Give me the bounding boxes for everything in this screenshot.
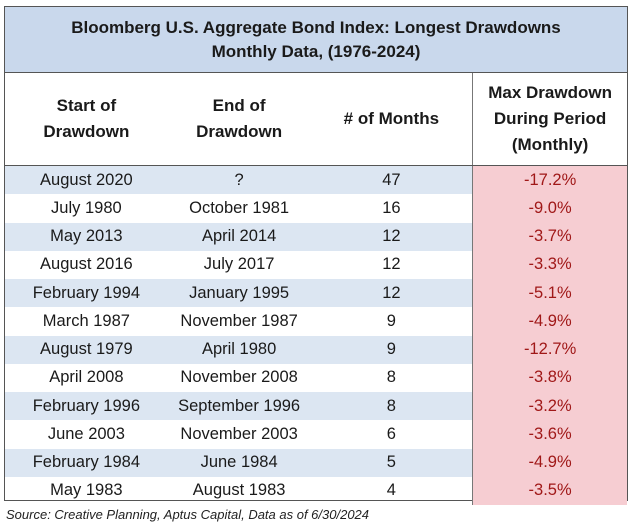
- end-cell: November 2003: [180, 424, 298, 443]
- max-drawdown-cell: -9.0%: [472, 194, 627, 223]
- header-end-line-2: Drawdown: [196, 122, 283, 141]
- table-row: July 1980 October 1981 16 -9.0%: [5, 194, 627, 223]
- start-cell: May 1983: [50, 481, 123, 500]
- months-cell: 9: [386, 340, 396, 359]
- max-drawdown-cell: -3.6%: [472, 420, 627, 449]
- table-row: May 1983 August 1983 4 -3.5%: [5, 476, 627, 505]
- months-cell: 4: [386, 481, 396, 500]
- header-months: # of Months: [311, 73, 473, 165]
- start-cell: February 1984: [32, 453, 141, 472]
- header-max-line-1: Max Drawdown: [488, 83, 612, 102]
- max-drawdown-cell: -3.2%: [472, 392, 627, 421]
- table-row: February 1994 January 1995 12 -5.1%: [5, 279, 627, 308]
- header-max-line-2: During Period: [493, 109, 607, 128]
- max-drawdown-cell: -5.1%: [472, 279, 627, 308]
- start-cell: April 2008: [49, 368, 124, 387]
- table-row: February 1984 June 1984 5 -4.9%: [5, 448, 627, 477]
- end-cell: November 2008: [180, 368, 298, 387]
- header-end: End of Drawdown: [168, 73, 311, 165]
- table-body: August 2020? 47 -17.2% July 1980 October 198…: [5, 166, 627, 505]
- header-end-line-1: End of: [212, 96, 266, 115]
- table-row: August 2016 July 2017 12 -3.3%: [5, 250, 627, 279]
- start-cell: June 2003: [47, 424, 125, 443]
- end-cell: July 2017: [203, 255, 275, 274]
- max-drawdown-cell: -3.3%: [472, 250, 627, 279]
- start-cell: March 1987: [42, 311, 130, 330]
- header-start: Start of Drawdown: [5, 73, 168, 165]
- table-row: June 2003 November 2003 6 -3.6%: [5, 420, 627, 449]
- months-cell: 5: [386, 453, 396, 472]
- source-note: Source: Creative Planning, Aptus Capital…: [6, 507, 370, 522]
- end-cell: January 1995: [189, 283, 290, 302]
- end-cell: June 1984: [200, 453, 278, 472]
- end-cell: October 1981: [189, 198, 290, 217]
- months-cell: 6: [386, 424, 396, 443]
- months-cell: 12: [382, 227, 401, 246]
- end-cell: ?: [234, 170, 244, 189]
- max-drawdown-cell: -17.2%: [472, 166, 627, 195]
- end-cell: April 2014: [201, 227, 277, 246]
- table-row: August 1979 April 1980 9 -12.7%: [5, 335, 627, 364]
- months-cell: 8: [386, 368, 396, 387]
- table-row: March 1987 November 1987 9 -4.9%: [5, 307, 627, 336]
- end-cell: November 1987: [180, 311, 298, 330]
- max-drawdown-cell: -4.9%: [472, 307, 627, 336]
- header-start-line-2: Drawdown: [43, 122, 130, 141]
- months-cell: 16: [382, 198, 401, 217]
- table-row: April 2008 November 2008 8 -3.8%: [5, 363, 627, 392]
- max-drawdown-cell: -12.7%: [472, 335, 627, 364]
- drawdown-table: Bloomberg U.S. Aggregate Bond Index: Lon…: [4, 6, 628, 505]
- header-max-drawdown: Max Drawdown During Period (Monthly): [472, 73, 627, 165]
- start-cell: August 2020: [40, 170, 133, 189]
- start-cell: August 2016: [40, 255, 133, 274]
- end-cell: September 1996: [178, 396, 301, 415]
- months-cell: 12: [382, 283, 401, 302]
- start-cell: February 1994: [32, 283, 141, 302]
- start-cell: February 1996: [32, 396, 141, 415]
- end-cell: April 1980: [201, 340, 277, 359]
- header-row: Start of Drawdown End of Drawdown # of M…: [5, 73, 627, 166]
- max-drawdown-cell: -3.8%: [472, 363, 627, 392]
- start-cell: July 1980: [51, 198, 122, 217]
- months-cell: 9: [386, 311, 396, 330]
- header-months-line-1: # of Months: [343, 109, 440, 128]
- max-drawdown-cell: -3.7%: [472, 222, 627, 251]
- start-cell: August 1979: [40, 340, 133, 359]
- table-row: May 2013 April 2014 12 -3.7%: [5, 222, 627, 251]
- title-line-2: Monthly Data, (1976-2024): [211, 41, 421, 61]
- table-row: February 1996 September 1996 8 -3.2%: [5, 392, 627, 421]
- title-line-1: Bloomberg U.S. Aggregate Bond Index: Lon…: [71, 17, 561, 37]
- table-row: August 2020? 47 -17.2%: [5, 166, 627, 195]
- months-cell: 8: [386, 396, 396, 415]
- max-drawdown-cell: -4.9%: [472, 448, 627, 477]
- max-drawdown-cell: -3.5%: [472, 476, 627, 505]
- months-cell: 47: [382, 170, 401, 189]
- table-title: Bloomberg U.S. Aggregate Bond Index: Lon…: [5, 7, 627, 73]
- header-max-line-3: (Monthly): [511, 135, 589, 154]
- header-start-line-1: Start of: [56, 96, 117, 115]
- start-cell: May 2013: [50, 227, 123, 246]
- months-cell: 12: [382, 255, 401, 274]
- end-cell: August 1983: [192, 481, 286, 500]
